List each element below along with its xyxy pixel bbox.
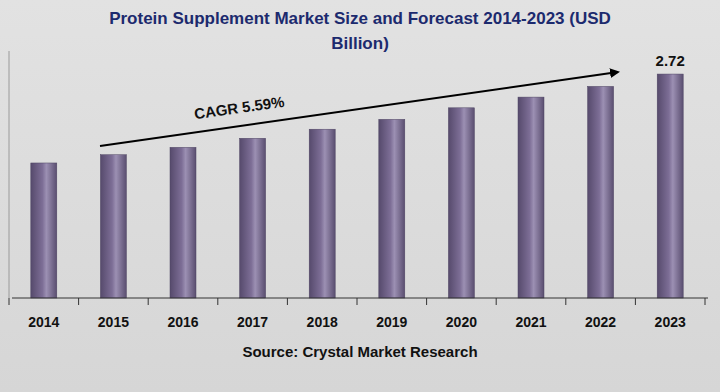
x-tick <box>148 298 149 305</box>
bar <box>379 119 405 298</box>
x-tick-label: 2014 <box>28 314 59 330</box>
x-tick <box>9 298 10 305</box>
x-tick-label: 2021 <box>515 314 546 330</box>
source: Source: Crystal Market Research <box>242 343 477 360</box>
data-label: 2.72 <box>656 52 685 69</box>
x-tick <box>78 298 79 305</box>
bar <box>240 138 266 298</box>
x-tick <box>287 298 288 305</box>
x-tick <box>565 298 566 305</box>
chart-svg: 2014 2015 2016 2017 2018 2019 2020 2021 2022 2023… <box>0 0 720 392</box>
bar <box>657 74 683 298</box>
bar <box>518 97 544 298</box>
x-tick <box>496 298 497 305</box>
bar <box>448 108 474 298</box>
x-tick-label: 2023 <box>655 314 686 330</box>
x-tick-label: 2018 <box>307 314 338 330</box>
x-axis-line <box>12 298 708 299</box>
annotation: CAGR 5.59% <box>193 93 285 122</box>
x-tick <box>426 298 427 305</box>
bar <box>31 163 57 298</box>
x-tick-label: 2019 <box>376 314 407 330</box>
bar <box>309 129 335 298</box>
x-tick-label: 2016 <box>167 314 198 330</box>
cagr-arrow <box>100 72 618 146</box>
bar <box>588 86 614 298</box>
chart-container: Protein Supplement Market Size and Forec… <box>0 0 720 392</box>
bar <box>170 147 196 298</box>
x-tick-label: 2015 <box>98 314 129 330</box>
x-tick <box>705 298 706 305</box>
x-tick <box>635 298 636 305</box>
x-tick-label: 2017 <box>237 314 268 330</box>
bar <box>100 155 126 298</box>
y-axis-line <box>9 51 10 298</box>
x-tick <box>217 298 218 305</box>
x-tick-label: 2020 <box>446 314 477 330</box>
x-tick-label: 2022 <box>585 314 616 330</box>
x-tick <box>357 298 358 305</box>
chart-title: Protein Supplement Market Size and Forec… <box>95 6 625 56</box>
